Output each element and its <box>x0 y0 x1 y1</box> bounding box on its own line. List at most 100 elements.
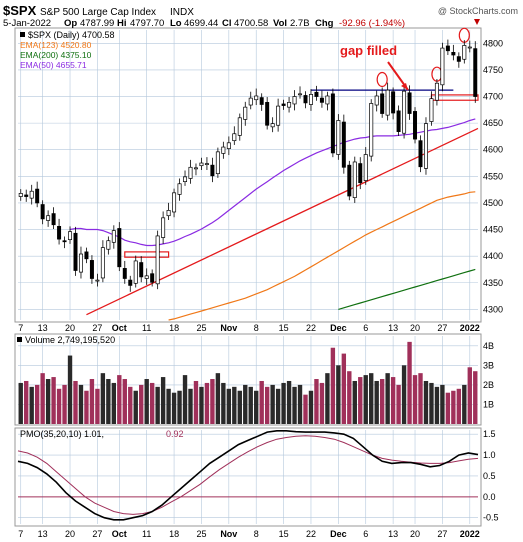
candle-body <box>177 183 182 195</box>
annotation-arrowhead-icon <box>401 83 408 90</box>
volume-tick-label: 2B <box>483 380 494 390</box>
volume-bar <box>429 382 434 424</box>
candle-body <box>265 102 270 126</box>
volume-bar <box>325 373 330 424</box>
volume-bar <box>434 386 440 424</box>
candle-body <box>352 161 357 198</box>
x-tick-label: Oct <box>112 323 127 333</box>
candle-body <box>402 90 407 134</box>
x-tick-label: 27 <box>92 323 102 333</box>
volume-bar <box>29 386 34 424</box>
volume-bar <box>62 384 67 424</box>
candle-body <box>358 163 363 184</box>
candle-body <box>407 92 412 114</box>
volume-bar <box>462 384 467 424</box>
candle-body <box>467 46 472 49</box>
volume-bar <box>379 379 385 424</box>
candle-body <box>46 215 51 221</box>
candle-body <box>73 232 78 271</box>
volume-bar <box>199 386 204 424</box>
candle-body <box>117 228 122 268</box>
candle-body <box>139 262 144 278</box>
change-label: Chg <box>315 18 334 29</box>
volume-bar <box>100 373 106 424</box>
volume-bar <box>84 390 89 424</box>
volume-bar <box>451 390 456 424</box>
x-tick-label: 15 <box>279 323 289 333</box>
x-tick-label: Nov <box>220 323 237 333</box>
down-arrow-icon <box>474 19 480 25</box>
volume-bar <box>292 386 297 424</box>
candle-body <box>188 166 193 179</box>
candle-body <box>204 163 209 165</box>
x-tick-label: 27 <box>437 529 447 539</box>
candle-body <box>183 176 188 183</box>
volume-bar <box>303 394 308 424</box>
candle-body <box>385 89 390 116</box>
x-tick-label: 25 <box>196 529 206 539</box>
volume-bar <box>473 371 478 424</box>
pmo-axis: 1.5 1.0 0.5 0.0 -0.5 <box>483 429 499 523</box>
candle-body <box>341 121 346 168</box>
candle-body <box>166 210 171 217</box>
volume-bar <box>418 373 423 424</box>
pmo-tick-label: 0.5 <box>483 471 496 481</box>
x-tick-label: 8 <box>254 323 259 333</box>
watermark: @ StockCharts.com <box>438 6 518 16</box>
legend-ema123: EMA(123) 4520.80 <box>20 40 92 50</box>
close-value: 4700.58 <box>234 18 268 29</box>
x-tick-label: 7 <box>18 529 23 539</box>
candle-body <box>100 247 105 279</box>
x-tick-label: 25 <box>196 323 206 333</box>
candle-body <box>62 240 67 243</box>
legend-swatch-spx <box>20 32 25 37</box>
candle-body <box>434 82 439 101</box>
volume-bar <box>171 392 177 424</box>
volume-bar <box>401 365 407 424</box>
candle-body <box>248 97 253 106</box>
candle-body <box>380 93 385 114</box>
high-label: Hi <box>117 18 127 29</box>
volume-bar <box>270 384 275 424</box>
candle-body <box>308 94 313 105</box>
candle-body <box>161 217 166 238</box>
volume-bar <box>160 377 166 424</box>
volume-bar <box>188 388 193 424</box>
volume-bar <box>330 347 336 424</box>
candle-body <box>193 167 198 170</box>
x-tick-label: 13 <box>38 323 48 333</box>
volume-bar <box>133 390 138 424</box>
candle-body <box>423 123 428 169</box>
volume-bar <box>467 367 472 424</box>
price-tick-label: 4700 <box>483 92 503 102</box>
volume-bar <box>314 379 319 424</box>
candle-body <box>155 235 160 285</box>
candle-body <box>133 260 138 284</box>
candle-body <box>413 111 418 140</box>
candle-body <box>440 47 445 86</box>
x-tick-label: Oct <box>112 529 127 539</box>
volume-bar <box>24 380 29 424</box>
price-tick-label: 4400 <box>483 251 503 261</box>
x-tick-label: 20 <box>410 529 420 539</box>
candle-body <box>237 117 242 136</box>
candle-body <box>369 103 374 157</box>
candle-body <box>319 97 324 103</box>
volume-bar <box>352 380 357 424</box>
x-tick-label: 6 <box>363 323 368 333</box>
candle-body <box>89 260 94 279</box>
volume-bar <box>286 380 292 424</box>
candle-body <box>429 98 434 122</box>
open-value: 4787.99 <box>80 18 114 29</box>
candle-body <box>40 204 45 220</box>
candlesticks <box>18 39 478 292</box>
candle-body <box>363 154 368 181</box>
candle-body <box>325 95 330 105</box>
close-label: Cl <box>222 18 232 29</box>
volume-bar <box>237 390 242 424</box>
high-value: 4797.70 <box>130 18 164 29</box>
x-tick-label: 8 <box>254 529 259 539</box>
volume-bar <box>149 382 155 424</box>
candle-body <box>374 95 379 106</box>
volume-bar <box>166 388 171 424</box>
